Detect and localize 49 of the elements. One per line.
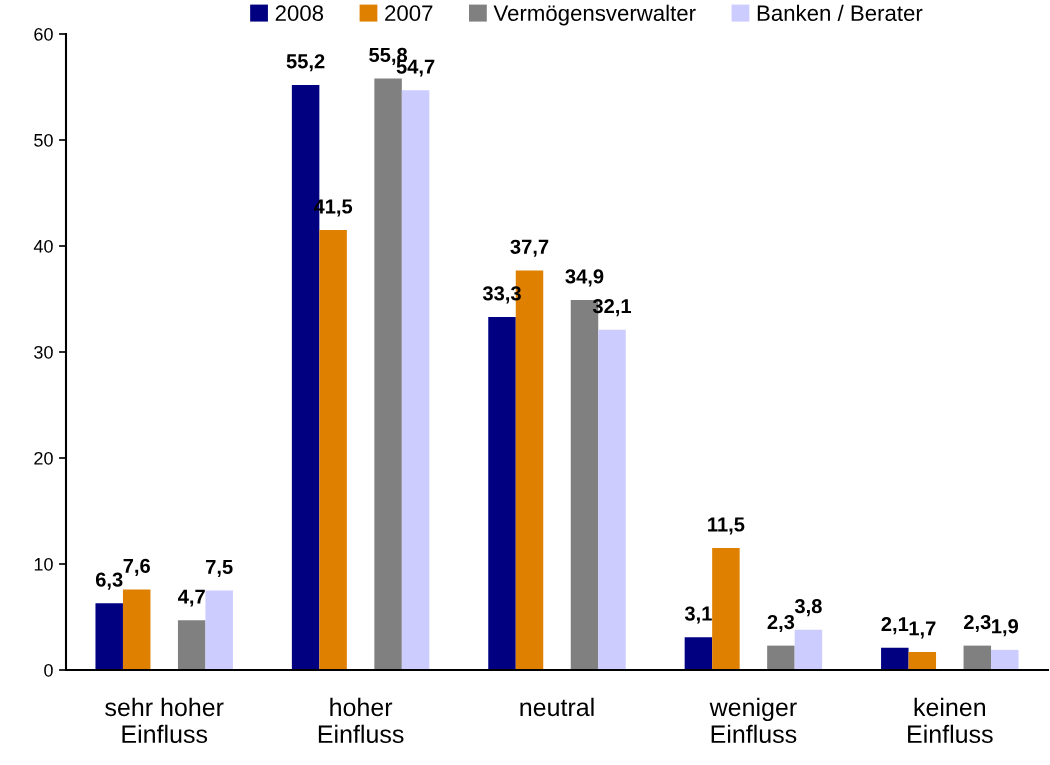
bar xyxy=(712,548,740,670)
data-label: 3,8 xyxy=(794,598,822,617)
bar xyxy=(598,329,626,670)
bar xyxy=(177,620,206,670)
y-tick-label: 20 xyxy=(34,451,53,465)
bar xyxy=(122,589,151,670)
x-tick-label: sehr hoher Einfluss xyxy=(105,697,224,744)
bar xyxy=(488,317,516,670)
legend-label: Vermögensverwalter xyxy=(493,4,696,26)
data-label: 2,3 xyxy=(964,614,991,633)
y-tick-label: 10 xyxy=(34,557,53,571)
bar xyxy=(205,590,233,670)
bar xyxy=(963,645,992,670)
x-tick-label: neutral xyxy=(520,697,594,717)
data-label: 4,7 xyxy=(178,589,205,607)
data-label: 1,9 xyxy=(992,619,1019,637)
bar xyxy=(908,651,937,670)
bar xyxy=(684,637,713,670)
data-label: 55,2 xyxy=(286,54,325,72)
bar xyxy=(319,230,347,670)
y-tick-label: 0 xyxy=(44,663,53,677)
data-label: 32,1 xyxy=(592,299,632,317)
x-tick-label: keinen Einfluss xyxy=(908,697,993,744)
bar xyxy=(991,649,1019,670)
data-label: 11,5 xyxy=(708,517,745,535)
data-label: 37,7 xyxy=(510,239,549,257)
bar xyxy=(767,645,795,670)
data-label: 3,1 xyxy=(684,606,712,624)
y-tick-label: 40 xyxy=(33,239,53,253)
legend-label: 2007 xyxy=(385,5,433,22)
y-tick-label: 50 xyxy=(34,133,53,147)
data-label: 2,1 xyxy=(881,617,909,635)
x-tick-label: weniger Einfluss xyxy=(709,697,797,744)
bar xyxy=(794,629,823,670)
data-label: 6,3 xyxy=(95,572,123,590)
bar xyxy=(374,78,402,670)
bar xyxy=(95,603,123,670)
bar xyxy=(401,90,430,670)
data-label: 34,9 xyxy=(565,269,604,287)
data-label: 1,7 xyxy=(909,621,936,639)
legend-label: Banken / Berater xyxy=(757,4,923,22)
y-tick-label: 30 xyxy=(34,345,53,359)
legend-label: 2008 xyxy=(275,5,324,22)
bar xyxy=(881,647,909,670)
data-label: 2,3 xyxy=(767,614,795,633)
data-label: 7,5 xyxy=(206,559,233,577)
x-tick-label: hoher Einfluss xyxy=(318,697,404,744)
y-tick-label: 60 xyxy=(34,27,53,41)
data-label: 7,6 xyxy=(123,558,150,576)
